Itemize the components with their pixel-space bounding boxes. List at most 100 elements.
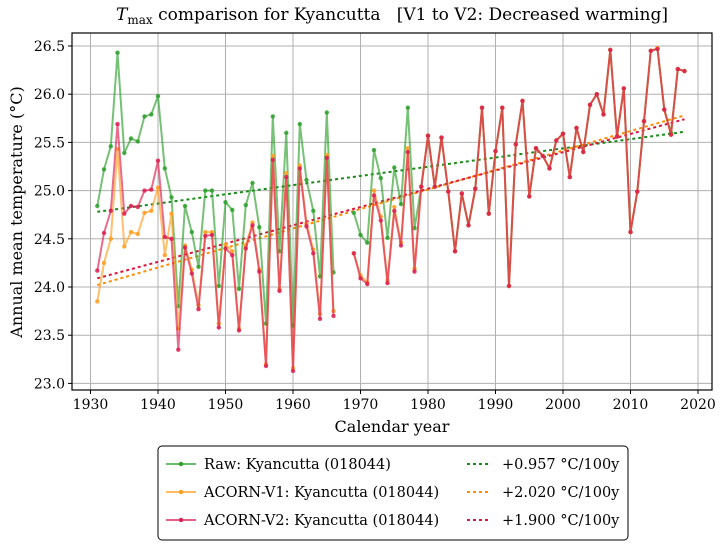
- data-point: [506, 283, 512, 289]
- data-point: [203, 233, 208, 239]
- data-point: [250, 223, 255, 228]
- data-point: [162, 253, 167, 258]
- data-point: [675, 66, 680, 72]
- data-point: [270, 114, 275, 119]
- data-point: [439, 135, 444, 140]
- data-point: [182, 203, 188, 209]
- data-point: [655, 46, 660, 52]
- x-tick-label: 1990: [478, 397, 514, 413]
- data-point: [243, 246, 248, 251]
- data-point: [122, 244, 127, 249]
- y-tick-label: 26.5: [34, 39, 65, 55]
- data-point: [540, 153, 545, 159]
- y-tick-label: 25.0: [34, 184, 65, 200]
- data-point: [432, 184, 437, 189]
- data-point: [378, 175, 383, 181]
- data-point: [479, 105, 485, 110]
- data-point: [108, 236, 114, 241]
- data-point: [189, 229, 194, 235]
- legend: Raw: Kyancutta (018044) +0.957 °C/100y ACO…: [157, 445, 629, 541]
- data-point: [398, 243, 404, 248]
- data-point: [412, 226, 417, 231]
- x-tick-label: 2010: [613, 397, 649, 413]
- data-point: [520, 98, 525, 104]
- data-point: [189, 271, 194, 276]
- data-point: [196, 307, 201, 312]
- legend-label: ACORN-V2: Kyancutta (018044): [203, 513, 439, 529]
- data-point: [547, 166, 552, 171]
- x-tick-label: 1950: [208, 397, 244, 413]
- data-point: [162, 166, 167, 171]
- data-point: [365, 240, 370, 245]
- data-point: [203, 229, 208, 235]
- series-acorn-v2: [95, 46, 687, 374]
- data-point: [513, 142, 518, 147]
- data-point: [169, 195, 174, 200]
- data-point: [263, 363, 269, 369]
- data-point: [567, 174, 572, 180]
- data-point: [358, 232, 363, 238]
- data-point: [230, 253, 235, 258]
- legend-label: Raw: Kyancutta (018044): [204, 457, 391, 473]
- data-point: [574, 125, 579, 131]
- data-point: [135, 231, 140, 237]
- data-point: [115, 121, 120, 127]
- title-sub: max: [127, 13, 153, 27]
- data-point: [115, 50, 120, 55]
- data-point: [101, 260, 107, 266]
- trend-lines: [96, 114, 685, 287]
- data-point: [155, 158, 161, 163]
- data-point: [176, 347, 181, 352]
- data-point: [682, 68, 687, 74]
- data-point: [182, 245, 188, 250]
- data-point: [149, 112, 154, 117]
- data-point: [311, 251, 316, 256]
- data-point: [236, 286, 242, 292]
- data-point: [243, 202, 248, 208]
- data-point: [142, 210, 147, 215]
- y-tick-label: 24.0: [34, 280, 65, 296]
- legend-point-marker: [178, 517, 184, 523]
- legend-trend-label: +1.900 °C/100y: [502, 513, 620, 529]
- data-point: [446, 189, 451, 194]
- data-point: [351, 251, 356, 256]
- data-point: [398, 201, 404, 207]
- title-var: T: [116, 5, 129, 25]
- data-point: [351, 210, 356, 215]
- y-tick-label: 26.0: [34, 87, 65, 103]
- data-point: [419, 184, 424, 189]
- data-point: [405, 146, 410, 151]
- y-tick-label: 24.5: [34, 232, 65, 248]
- plot-frame: [71, 32, 713, 391]
- data-point: [297, 166, 302, 171]
- data-point: [122, 150, 127, 156]
- data-point: [284, 174, 289, 180]
- data-point: [587, 102, 593, 108]
- data-point: [257, 269, 262, 274]
- data-point: [560, 131, 566, 136]
- data-point: [500, 105, 505, 110]
- data-point: [284, 130, 289, 135]
- legend-frame: [157, 445, 629, 541]
- data-point: [277, 288, 282, 294]
- data-point: [324, 155, 329, 160]
- data-point: [270, 153, 275, 159]
- data-point: [128, 203, 134, 209]
- data-point: [608, 47, 613, 53]
- series-lines: [95, 45, 687, 374]
- x-tick-label: 1970: [343, 397, 379, 413]
- data-point: [425, 133, 431, 138]
- data-point: [378, 218, 383, 223]
- data-point: [493, 148, 498, 154]
- data-point: [581, 149, 586, 155]
- x-tick-label: 2020: [680, 397, 716, 413]
- data-point: [128, 229, 134, 235]
- data-point: [162, 234, 167, 240]
- series-line: [352, 47, 685, 287]
- data-point: [317, 316, 323, 321]
- data-point: [486, 211, 491, 216]
- data-point: [554, 138, 559, 143]
- data-point: [392, 204, 397, 210]
- data-point: [270, 157, 275, 162]
- data-point: [169, 211, 174, 216]
